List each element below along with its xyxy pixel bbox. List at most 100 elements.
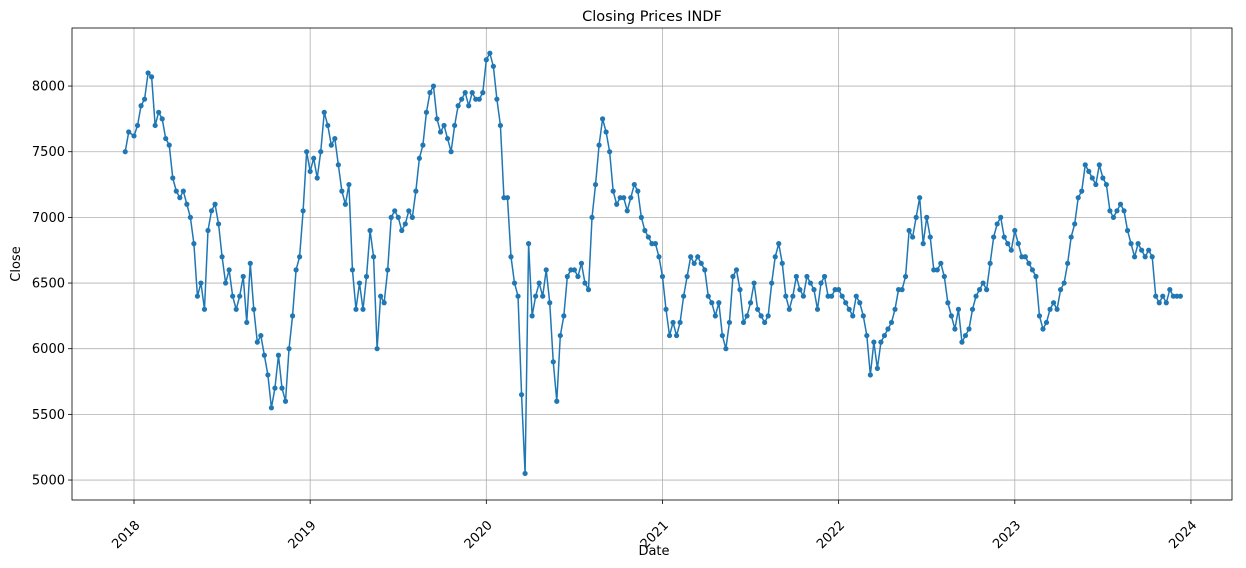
data-point [857,300,863,306]
data-point [540,293,546,299]
data-point [170,175,176,181]
data-point [1082,162,1088,168]
data-point [821,273,828,280]
data-point [226,267,232,273]
data-point [543,267,549,273]
data-point [917,195,923,201]
data-point [466,103,472,109]
data-point [1160,293,1166,299]
y-tick-label: 5000 [32,474,65,489]
data-point [920,241,926,247]
data-point [864,332,870,339]
data-point [991,234,997,240]
data-point [1114,208,1120,214]
data-point [948,313,954,319]
data-point [550,359,556,365]
data-point [441,122,447,129]
data-point [691,260,697,266]
y-tick-label: 6500 [32,277,65,292]
data-point [1065,260,1071,266]
data-point [275,352,282,358]
data-point [723,346,729,352]
data-point [726,319,733,326]
data-point [490,63,496,69]
data-point [349,267,356,273]
data-point [769,280,775,286]
data-point [638,214,644,220]
data-point [240,273,246,280]
data-point [413,188,419,194]
data-point [973,293,979,299]
data-point [980,280,986,286]
data-point [1135,241,1141,247]
data-point [860,313,866,319]
data-point [508,254,514,260]
data-point [913,214,919,220]
data-point [910,234,916,240]
data-point [215,221,222,227]
data-point [589,214,595,220]
data-point [603,129,609,135]
data-point [666,332,673,339]
data-point [1163,300,1169,306]
data-point [381,300,387,306]
data-point [1072,221,1078,227]
plot-frame [71,27,1233,501]
data-point [180,188,186,194]
data-point [945,300,951,306]
data-point [1005,241,1011,247]
data-point [363,273,370,280]
data-point [504,195,511,201]
data-point [867,372,873,378]
data-point [205,227,211,234]
data-point [924,214,930,220]
data-point [698,260,704,266]
data-point [828,293,835,299]
data-point [1061,280,1067,286]
data-point [737,287,743,293]
data-point [547,300,553,306]
data-point [328,142,334,148]
data-point [198,280,204,286]
data-point [437,129,444,135]
data-point [374,346,380,352]
data-point [1040,326,1046,332]
data-point [758,313,764,319]
data-point [134,122,141,129]
data-point [201,306,208,312]
data-point [709,300,715,306]
data-point [793,273,799,280]
data-point [191,241,197,247]
data-point [166,142,172,148]
data-point [1128,241,1134,247]
data-point [673,332,680,339]
data-point [367,227,373,234]
data-point [177,195,183,201]
data-point [635,188,641,194]
data-point [755,306,761,312]
data-point [480,90,486,96]
data-point [1096,162,1102,168]
data-point [906,227,912,234]
data-point [688,254,694,260]
data-point [163,135,169,142]
data-point [1079,188,1085,194]
data-point [497,122,504,129]
data-point [1156,300,1162,306]
data-point [1015,241,1021,247]
data-point [212,201,218,207]
data-point [670,319,676,326]
data-point [765,313,771,319]
data-point [1068,234,1074,240]
data-point [378,293,384,299]
data-point [969,306,976,312]
data-point [1047,306,1053,312]
data-point [1043,319,1050,326]
data-point [1139,247,1145,253]
data-point [233,306,239,312]
data-point [230,293,236,299]
x-axis-label: Date [638,544,669,559]
data-point [712,313,718,319]
data-point [730,273,736,280]
